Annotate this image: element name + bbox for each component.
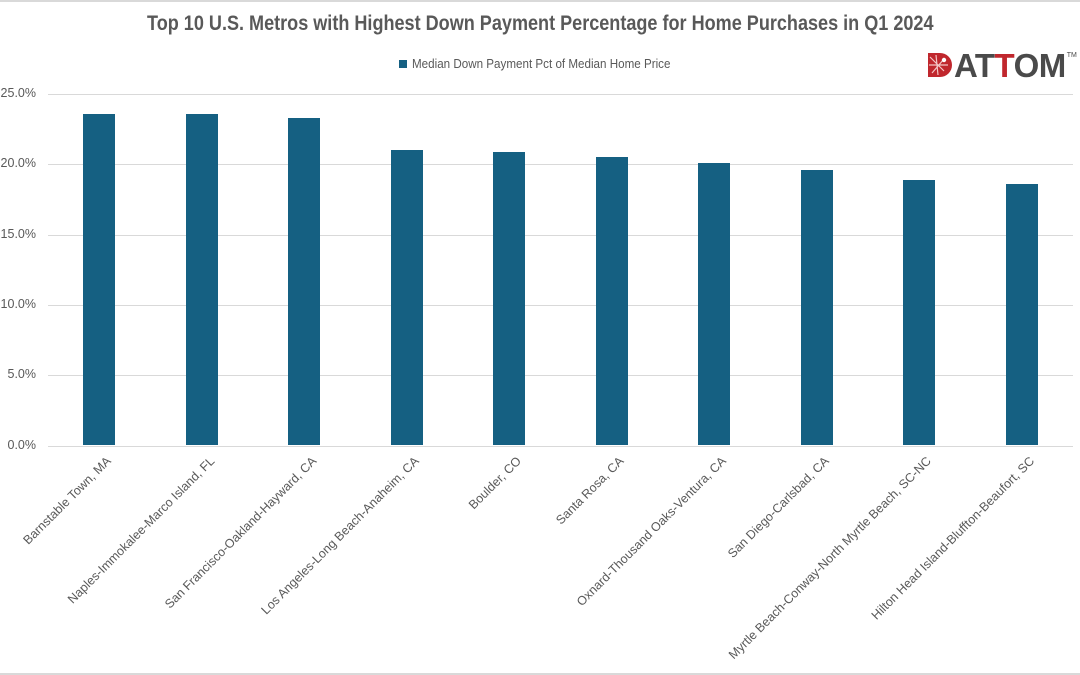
bar (800, 169, 833, 446)
y-tick-label: 10.0% (0, 297, 36, 311)
attom-wordmark: ATTOM (954, 46, 1066, 84)
x-category-label: Los Angeles-Long Beach-Anaheim, CA (258, 454, 422, 618)
y-tick-label: 5.0% (7, 367, 37, 381)
x-category-label: Boulder, CO (466, 454, 525, 513)
y-tick-label: 15.0% (0, 227, 36, 241)
bar (185, 113, 218, 446)
x-category-label: Santa Rosa, CA (553, 454, 627, 528)
attom-logo: ATTOM TM (924, 48, 1077, 82)
x-category-label: Hilton Head Island-Bluffton-Beaufort, SC (868, 454, 1037, 623)
y-tick-label: 0.0% (7, 438, 37, 452)
chart-title-text: Top 10 U.S. Metros with Highest Down Pay… (146, 12, 934, 35)
chart-title: Top 10 U.S. Metros with Highest Down Pay… (0, 12, 1080, 36)
gridline (48, 164, 1073, 165)
y-tick-label: 25.0% (0, 86, 36, 100)
bar (698, 162, 731, 446)
bar (390, 150, 423, 446)
x-axis-line (48, 446, 1073, 447)
x-category-label: San Diego-Carlsbad, CA (724, 454, 832, 561)
bar (288, 117, 321, 446)
trademark-mark: TM (1066, 52, 1077, 59)
x-category-label: Myrtle Beach-Conway-North Myrtle Beach, … (726, 454, 935, 662)
top-border (0, 0, 1080, 2)
bar (1005, 183, 1038, 446)
bar (83, 113, 116, 446)
bar (493, 151, 526, 446)
bar (595, 157, 628, 446)
x-category-label: Barnstable Town, MA (20, 454, 115, 548)
bar (903, 179, 936, 446)
legend-swatch (399, 60, 407, 68)
y-tick-label: 20.0% (0, 156, 36, 170)
bottom-border (0, 673, 1080, 675)
gridline (48, 235, 1073, 236)
legend-label: Median Down Payment Pct of Median Home P… (412, 57, 671, 71)
gridline (48, 94, 1073, 95)
legend: Median Down Payment Pct of Median Home P… (399, 55, 690, 73)
gridline (48, 375, 1073, 376)
attom-globe-icon (928, 53, 952, 77)
gridline (48, 305, 1073, 306)
